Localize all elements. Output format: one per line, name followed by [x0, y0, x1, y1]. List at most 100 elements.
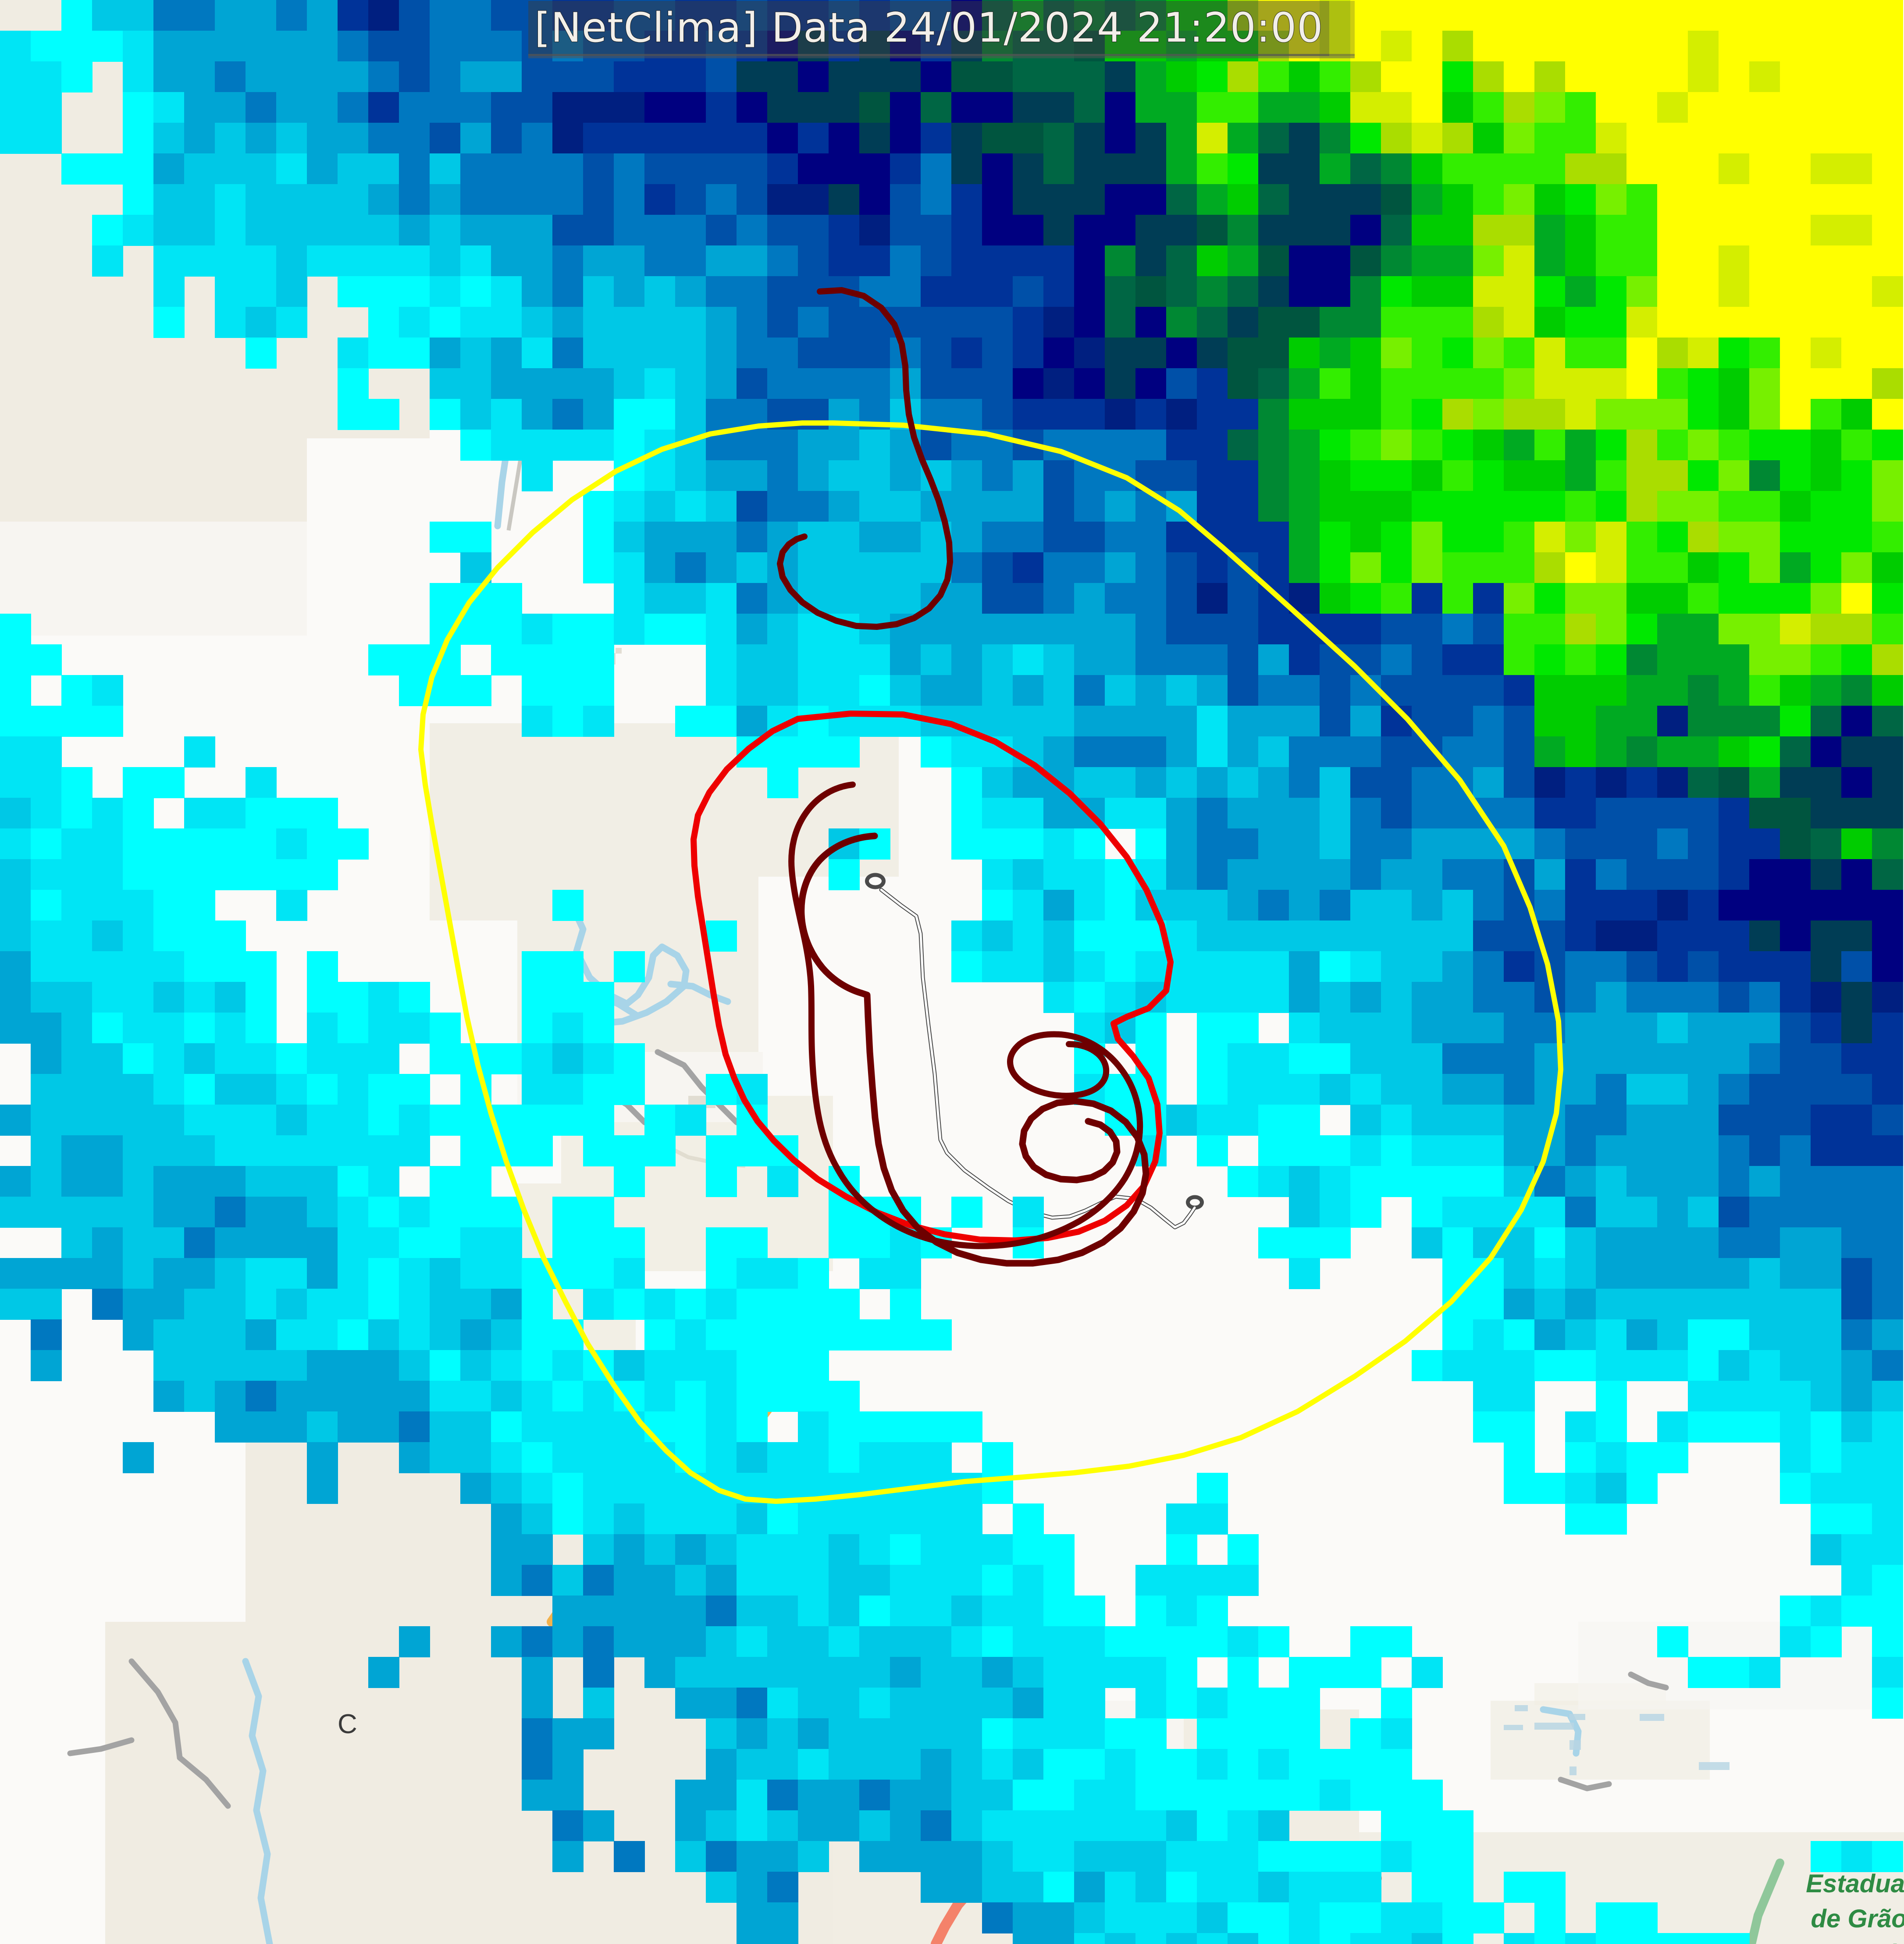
- radar-cell: [1872, 736, 1903, 768]
- radar-cell: [460, 1258, 491, 1289]
- radar-cell: [1841, 1105, 1872, 1136]
- radar-cell: [951, 491, 982, 522]
- radar-cell: [1258, 1841, 1289, 1872]
- radar-cell: [399, 307, 430, 338]
- radar-cell: [1013, 1841, 1044, 1872]
- radar-cell: [1320, 460, 1351, 491]
- radar-cell: [1534, 399, 1566, 430]
- radar-cell: [1841, 552, 1872, 583]
- radar-cell: [798, 552, 829, 583]
- radar-cell: [1442, 522, 1473, 553]
- radar-cell: [951, 828, 982, 860]
- radar-cell: [859, 552, 890, 583]
- radar-cell: [1043, 1902, 1075, 1933]
- radar-cell: [583, 1473, 614, 1504]
- radar-cell: [1074, 1749, 1105, 1780]
- radar-cell: [1350, 276, 1381, 307]
- radar-cell: [982, 153, 1013, 185]
- radar-cell: [1197, 368, 1228, 399]
- radar-cell: [184, 798, 215, 829]
- radar-cell: [859, 368, 890, 399]
- radar-cell: [1780, 736, 1811, 768]
- radar-cell: [1074, 430, 1105, 461]
- radar-cell: [1228, 706, 1259, 737]
- radar-cell: [1504, 614, 1535, 645]
- radar-cell: [1412, 491, 1443, 522]
- radar-cell: [890, 491, 921, 522]
- radar-cell: [1197, 951, 1228, 982]
- radar-cell: [1166, 368, 1197, 399]
- radar-cell: [0, 951, 31, 982]
- radar-cell: [1872, 1258, 1903, 1289]
- radar-cell: [1412, 399, 1443, 430]
- radar-cell: [1228, 1074, 1259, 1105]
- radar-cell: [982, 828, 1013, 860]
- radar-cell: [522, 1780, 553, 1811]
- radar-cell: [123, 1013, 154, 1044]
- radar-cell: [1381, 736, 1412, 768]
- radar-cell: [491, 338, 522, 369]
- radar-cell: [1811, 859, 1842, 890]
- radar-cell: [31, 31, 62, 62]
- radar-cell: [215, 798, 246, 829]
- radar-cell: [1534, 890, 1566, 921]
- radar-cell: [1534, 1902, 1566, 1933]
- radar-cell: [552, 1411, 584, 1443]
- radar-cell: [829, 307, 860, 338]
- radar-cell: [1258, 0, 1289, 31]
- radar-cell: [798, 460, 829, 491]
- radar-cell: [644, 1503, 676, 1535]
- radar-cell: [1289, 1933, 1320, 1944]
- radar-cell: [1013, 1688, 1044, 1719]
- radar-cell: [1197, 828, 1228, 860]
- radar-cell: [644, 338, 676, 369]
- radar-cell: [1872, 583, 1903, 614]
- radar-cell: [644, 153, 676, 185]
- radar-cell: [430, 583, 461, 614]
- radar-cell: [491, 61, 522, 92]
- radar-cell: [1626, 430, 1658, 461]
- radar-cell: [1350, 890, 1381, 921]
- radar-cell: [1350, 1043, 1381, 1074]
- radar-cell: [1228, 1534, 1259, 1565]
- radar-cell: [1872, 798, 1903, 829]
- radar-cell: [583, 552, 614, 583]
- radar-cell: [1412, 31, 1443, 62]
- radar-cell: [1197, 399, 1228, 430]
- radar-cell: [1841, 1841, 1872, 1872]
- radar-cell: [1350, 245, 1381, 277]
- radar-cell: [1043, 920, 1075, 952]
- radar-cell: [215, 859, 246, 890]
- radar-cell: [1504, 123, 1535, 154]
- radar-cell: [1657, 276, 1688, 307]
- radar-cell: [123, 61, 154, 92]
- radar-cell: [921, 276, 952, 307]
- radar-cell: [1228, 583, 1259, 614]
- radar-cell: [859, 245, 890, 277]
- radar-cell: [1197, 1718, 1228, 1749]
- radar-cell: [583, 245, 614, 277]
- radar-cell: [614, 245, 645, 277]
- radar-cell: [1473, 706, 1504, 737]
- radar-cell: [1811, 1074, 1842, 1105]
- radar-cell: [31, 798, 62, 829]
- radar-cell: [583, 1381, 614, 1412]
- radar-cell: [767, 1442, 798, 1473]
- radar-cell: [982, 1841, 1013, 1872]
- radar-cell: [1228, 184, 1259, 215]
- radar-cell: [1258, 1074, 1289, 1105]
- radar-cell: [614, 1074, 645, 1105]
- radar-cell: [1811, 1105, 1842, 1136]
- radar-cell: [1780, 460, 1811, 491]
- radar-cell: [1258, 153, 1289, 185]
- radar-cell: [399, 245, 430, 277]
- radar-cell: [1135, 736, 1167, 768]
- radar-cell: [246, 31, 277, 62]
- radar-cell: [1197, 460, 1228, 491]
- radar-cell: [153, 184, 185, 215]
- radar-cell: [1534, 491, 1566, 522]
- radar-cell: [1626, 522, 1658, 553]
- radar-cell: [1811, 982, 1842, 1013]
- radar-cell: [1841, 92, 1872, 123]
